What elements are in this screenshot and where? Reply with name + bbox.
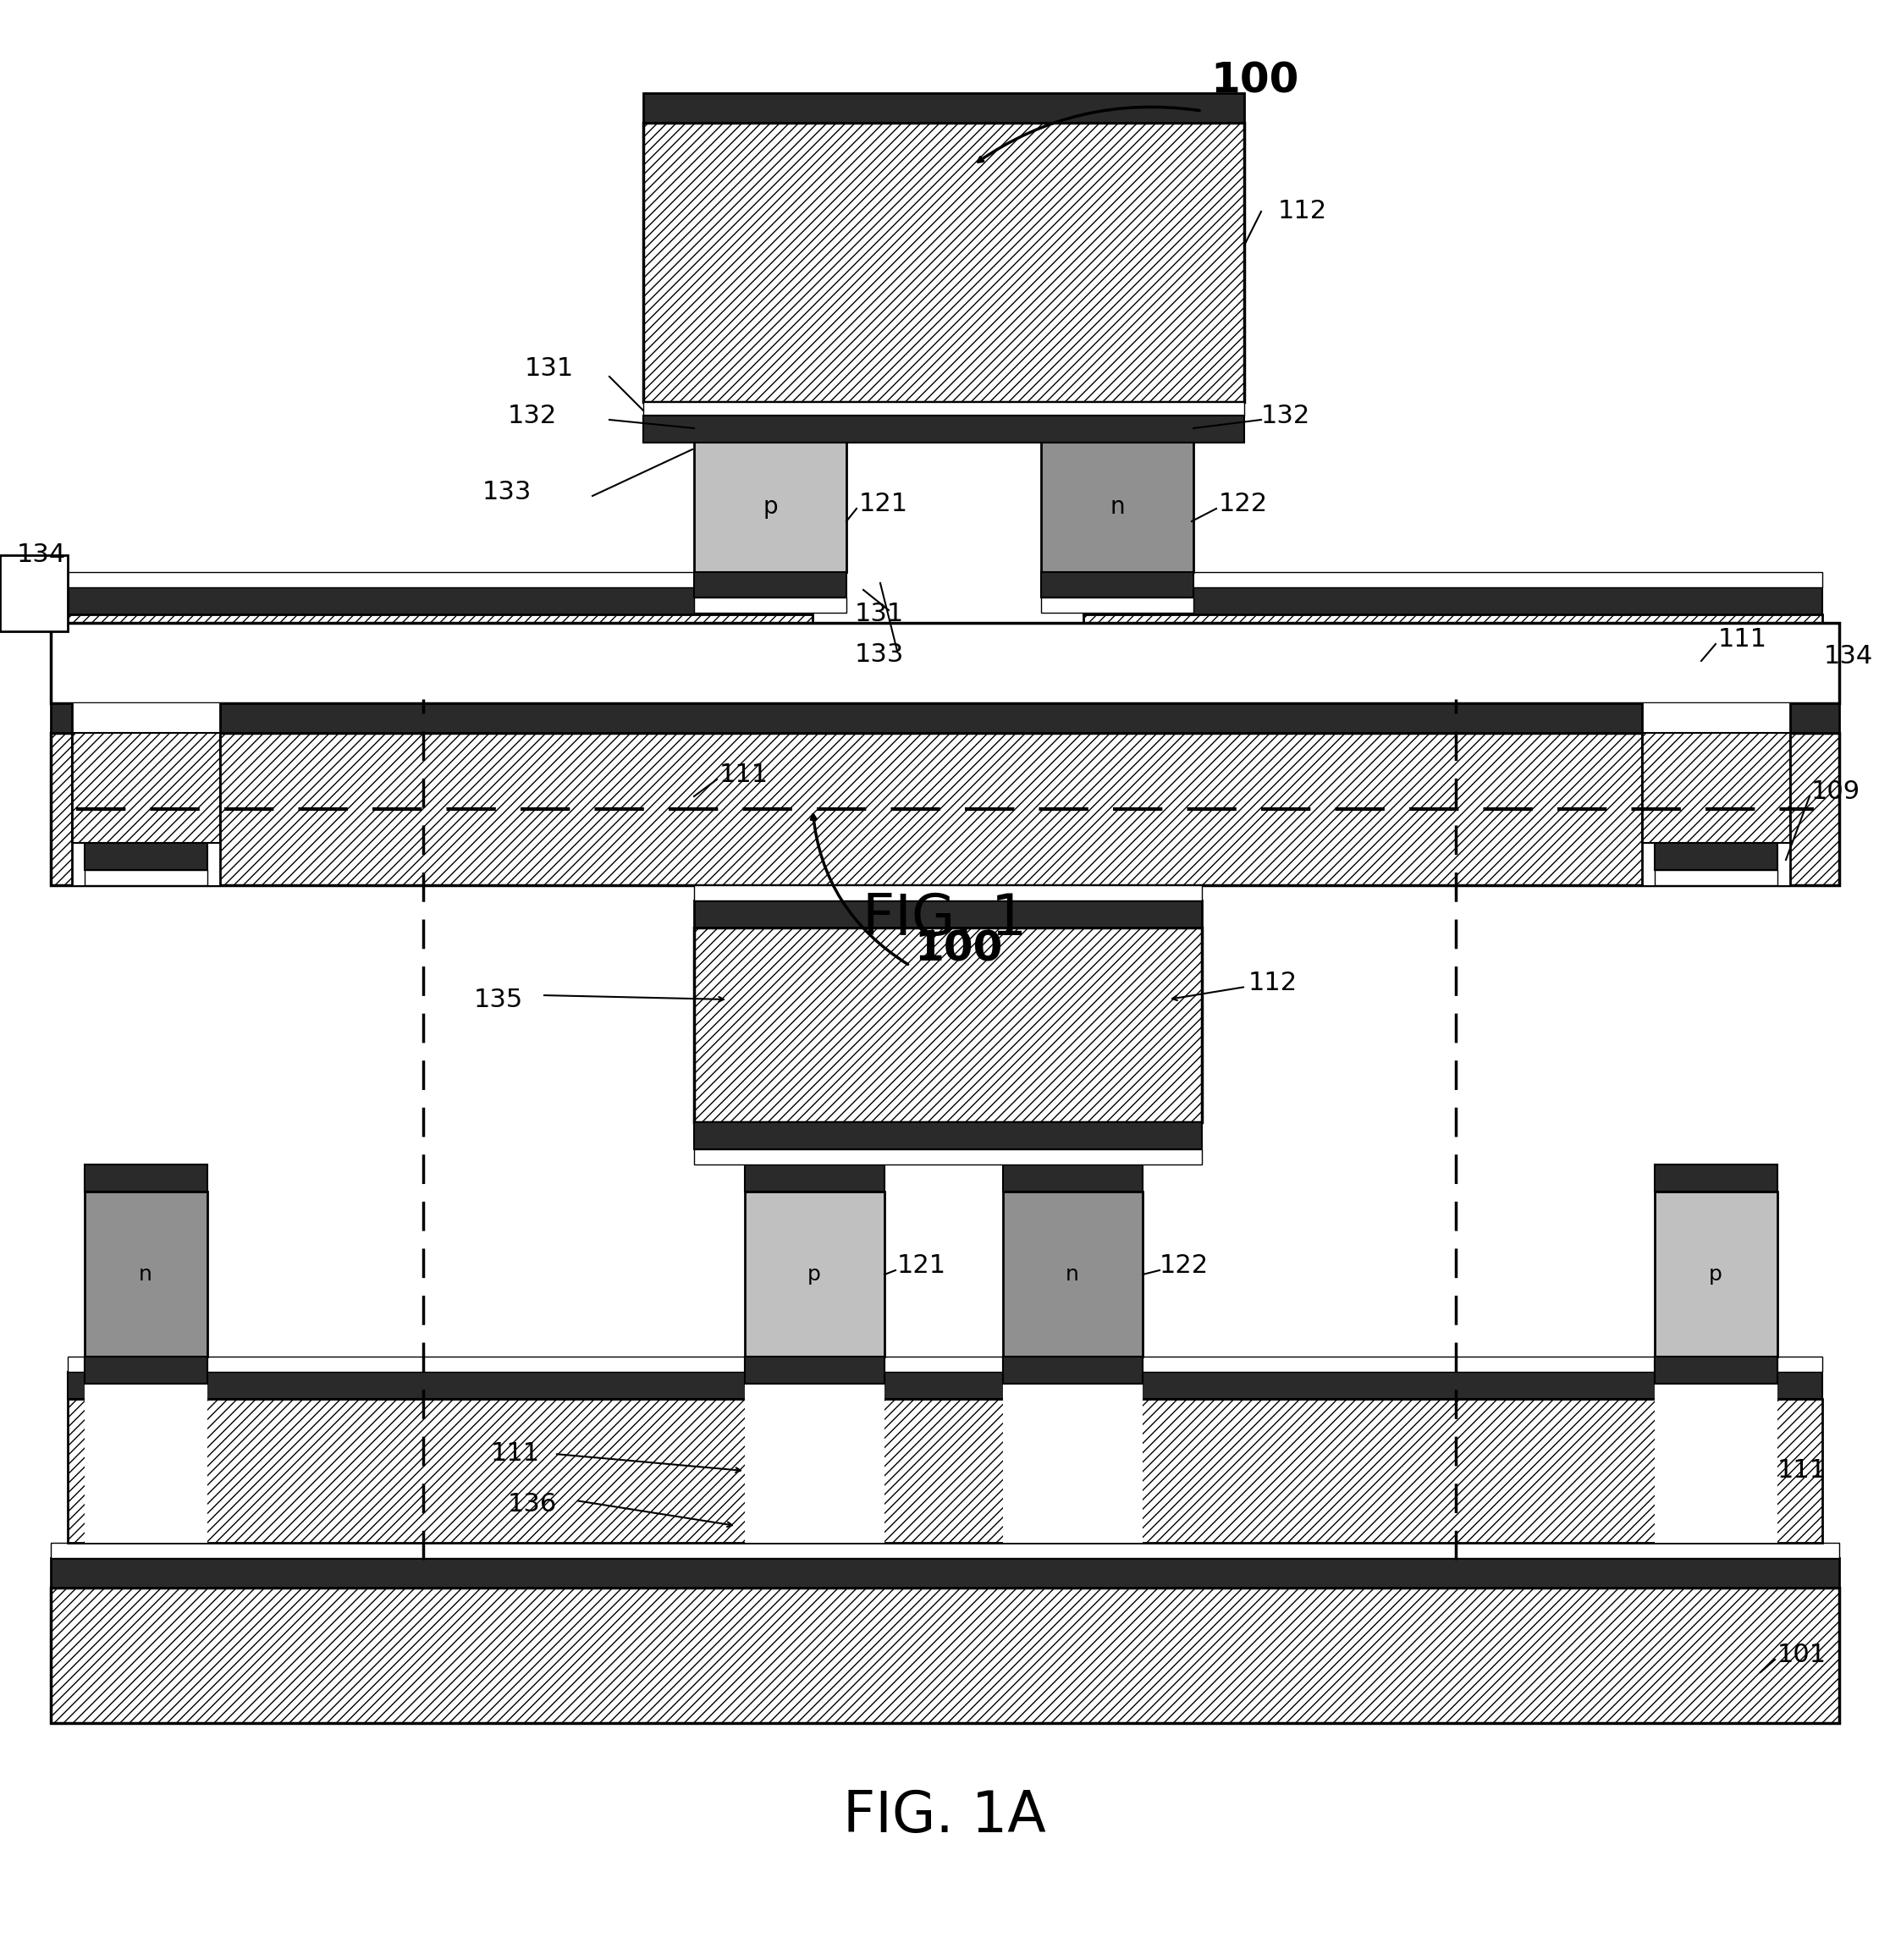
Text: 111: 111 — [720, 762, 769, 788]
Text: 121: 121 — [860, 492, 909, 517]
Bar — [694, 1149, 1202, 1164]
Bar — [85, 1356, 208, 1384]
Text: 122: 122 — [1160, 1254, 1210, 1278]
Bar — [745, 1356, 885, 1384]
Bar — [72, 733, 219, 843]
Bar — [1656, 1356, 1777, 1543]
Text: 134: 134 — [17, 543, 66, 568]
Bar — [745, 1356, 885, 1543]
Bar — [745, 1192, 885, 1356]
Bar — [1083, 588, 1822, 613]
Bar — [85, 843, 208, 870]
Text: 132: 132 — [508, 404, 558, 427]
Text: 135: 135 — [474, 988, 524, 1011]
Bar — [694, 572, 847, 598]
Bar — [68, 572, 813, 588]
Bar — [1004, 1356, 1143, 1384]
Bar — [85, 870, 208, 886]
Text: 111: 111 — [1718, 627, 1767, 653]
Text: n: n — [138, 1264, 153, 1284]
Text: 112: 112 — [1278, 200, 1327, 223]
Bar — [51, 1543, 1839, 1558]
Bar — [1004, 1192, 1143, 1356]
Text: n: n — [1109, 496, 1125, 519]
Text: FIG. 1: FIG. 1 — [862, 892, 1026, 947]
Bar — [1656, 1192, 1777, 1356]
Text: p: p — [807, 1264, 820, 1284]
Bar — [694, 416, 847, 441]
Bar — [85, 1164, 208, 1192]
Text: 132: 132 — [1261, 404, 1310, 427]
Text: 112: 112 — [1249, 970, 1298, 996]
Text: n: n — [1066, 1264, 1079, 1284]
Bar — [51, 1588, 1839, 1723]
Bar — [68, 1399, 1822, 1543]
Bar — [694, 886, 1202, 900]
Bar — [51, 733, 1839, 886]
Bar — [1642, 733, 1790, 843]
Text: 131: 131 — [854, 602, 903, 627]
Bar — [694, 441, 847, 572]
Text: 100: 100 — [1210, 61, 1298, 102]
Bar — [1656, 843, 1777, 870]
Text: FIG. 1A: FIG. 1A — [843, 1788, 1045, 1844]
Text: 136: 136 — [508, 1492, 558, 1517]
Bar — [643, 416, 1244, 443]
Text: p: p — [764, 496, 777, 519]
Bar — [85, 1356, 208, 1384]
Bar — [0, 555, 68, 631]
Bar — [1004, 1164, 1143, 1192]
Bar — [694, 900, 1202, 927]
Bar — [1004, 1356, 1143, 1543]
Bar — [1083, 572, 1822, 588]
Bar — [694, 1123, 1202, 1149]
Bar — [1656, 1356, 1777, 1384]
Bar — [643, 92, 1244, 123]
Bar — [1041, 416, 1193, 441]
Bar — [51, 704, 1839, 733]
Text: 121: 121 — [898, 1254, 947, 1278]
Text: 101: 101 — [1777, 1642, 1826, 1668]
Bar — [68, 1356, 1822, 1372]
Bar — [1656, 1164, 1777, 1192]
Bar — [1041, 598, 1193, 613]
Text: 109: 109 — [1811, 780, 1860, 804]
Bar — [745, 1164, 885, 1192]
Text: p: p — [1709, 1264, 1722, 1284]
Text: 111: 111 — [491, 1443, 541, 1466]
Bar — [68, 588, 813, 613]
Bar — [1642, 704, 1790, 886]
Bar — [1041, 572, 1193, 598]
Bar — [1004, 1356, 1143, 1384]
Text: 111: 111 — [1777, 1458, 1826, 1484]
Bar — [694, 927, 1202, 1123]
Bar — [1041, 441, 1193, 572]
Text: 122: 122 — [1219, 492, 1268, 517]
Text: 133: 133 — [854, 643, 903, 666]
Bar — [1656, 870, 1777, 886]
Bar — [745, 1356, 885, 1384]
Bar — [68, 613, 813, 809]
Bar — [85, 1192, 208, 1356]
Bar — [72, 704, 219, 886]
Bar — [51, 1558, 1839, 1588]
Text: 134: 134 — [1824, 645, 1873, 668]
Text: 131: 131 — [525, 357, 575, 380]
Bar — [68, 1372, 1822, 1399]
Bar — [643, 402, 1244, 416]
Bar — [51, 623, 1839, 704]
Bar — [1083, 613, 1822, 809]
Bar — [85, 1356, 208, 1543]
Bar — [1656, 1356, 1777, 1384]
Bar — [694, 598, 847, 613]
Text: 133: 133 — [482, 480, 531, 504]
Bar — [643, 123, 1244, 402]
Text: 100: 100 — [915, 929, 1002, 968]
